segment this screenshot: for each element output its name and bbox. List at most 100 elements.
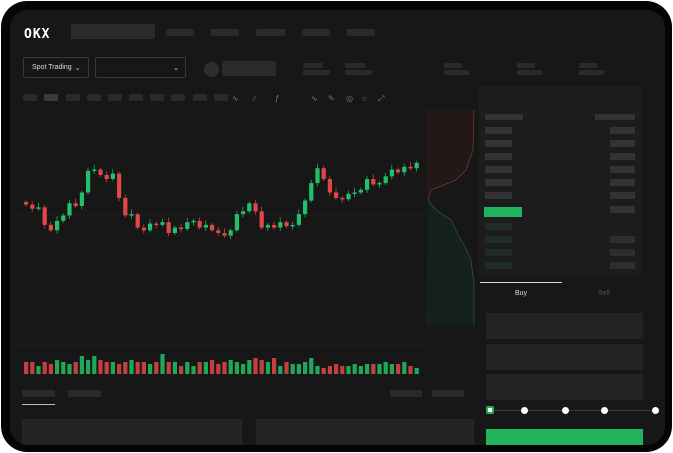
candlestick-chart[interactable] [10,110,430,380]
depth-bids-line [427,199,475,325]
stat-value-placeholder [444,70,469,75]
nav-item[interactable] [211,29,239,36]
stat-value-placeholder [517,70,542,75]
volume-bar [154,362,159,374]
leverage-slider-track[interactable] [490,410,656,411]
volume-bar [92,356,97,374]
search-bar-placeholder[interactable] [71,24,155,39]
candle-body [389,169,394,177]
timeframe-button[interactable] [87,94,101,101]
candle-body [284,222,289,227]
chevron-down-icon: ⌄ [74,64,81,72]
bottom-action[interactable] [390,390,422,397]
ask-amount [610,127,635,134]
volume-bar [265,362,270,374]
slider-step[interactable] [652,407,659,414]
timeframe-button[interactable] [66,94,80,101]
bottom-tab[interactable] [68,390,101,397]
candle-body [98,169,103,175]
candle-body [222,233,227,236]
volume-bar [179,366,184,374]
ask-amount [610,166,635,173]
timeframe-button[interactable] [23,94,37,101]
volume-bar [210,360,215,374]
volume-bar [135,362,140,374]
candle-body [141,227,146,231]
bottom-action[interactable] [432,390,464,397]
volume-bar [104,362,109,374]
timeframe-button[interactable] [129,94,143,101]
line-tool-icon[interactable]: ∿ [232,94,239,103]
volume-bar [352,364,357,374]
ask-amount [610,206,635,213]
ask-price [485,140,512,147]
candle-body [315,168,320,184]
timeframe-button[interactable] [171,94,185,101]
stat-label-placeholder [444,63,462,68]
nav-item[interactable] [256,29,285,36]
pen-icon[interactable]: ∕ [254,94,256,103]
depth-asks-area [426,110,474,200]
buy-button[interactable] [486,429,643,445]
candle-body [234,214,239,231]
slider-handle[interactable] [486,406,494,414]
amount-input[interactable] [486,344,643,370]
volume-bar [272,358,277,374]
volume-bar [290,364,295,374]
candle-body [110,173,115,179]
price-input[interactable] [486,313,643,339]
magnet-icon[interactable]: ◎ [346,94,353,103]
okx-logo: OKX [24,27,51,42]
candle-body [396,169,401,173]
volume-bar [203,362,208,374]
indicator-icon[interactable]: ƒ [275,94,280,103]
total-input[interactable] [486,374,643,400]
candle-body [135,214,140,228]
market-type-select[interactable]: Spot Trading ⌄ [23,57,89,78]
nav-item[interactable] [302,29,330,36]
candle-body [129,214,134,216]
volume-bar [377,364,382,374]
tab-buy[interactable]: Buy [515,290,528,297]
volume-bar [284,362,289,374]
candle-body [383,176,388,184]
volume-bar [327,366,332,374]
pair-select[interactable]: ⌄ [95,57,186,78]
volume-bar [185,362,190,374]
slider-step[interactable] [562,407,569,414]
candle-body [79,192,84,206]
volume-bar [340,366,345,374]
timeframe-button[interactable] [214,94,228,101]
market-type-label: Spot Trading [32,64,72,71]
volume-bar [315,366,320,374]
slider-step[interactable] [601,407,608,414]
candle-body [123,197,128,216]
candle-body [259,211,264,228]
volume-bar [408,366,413,374]
orderbook [479,86,641,276]
timeframe-button[interactable] [150,94,164,101]
chart-type-icon[interactable]: ∿ [311,94,318,103]
ask-price [485,192,512,199]
nav-item[interactable] [347,29,375,36]
orderbook-header-price [485,114,523,120]
pair-icon [204,62,219,77]
candle-body [203,224,208,228]
tab-sell[interactable]: Sell [598,290,610,297]
timeframe-button[interactable] [108,94,122,101]
circle-icon[interactable]: ○ [362,94,367,103]
volume-bar [36,366,41,374]
timeframe-button[interactable] [193,94,207,101]
volume-bar [172,362,177,374]
volume-bar [67,364,72,374]
timeframe-button[interactable] [44,94,58,101]
nav-item[interactable] [166,29,194,36]
bottom-tab-active[interactable] [22,390,55,397]
candle-body [321,168,326,179]
slider-step[interactable] [521,407,528,414]
pen-icon[interactable]: ✎ [328,94,335,103]
volume-bar [73,362,78,374]
volume-bar [247,360,252,374]
ask-price [485,127,512,134]
expand-icon[interactable]: ⤢ [378,94,385,103]
